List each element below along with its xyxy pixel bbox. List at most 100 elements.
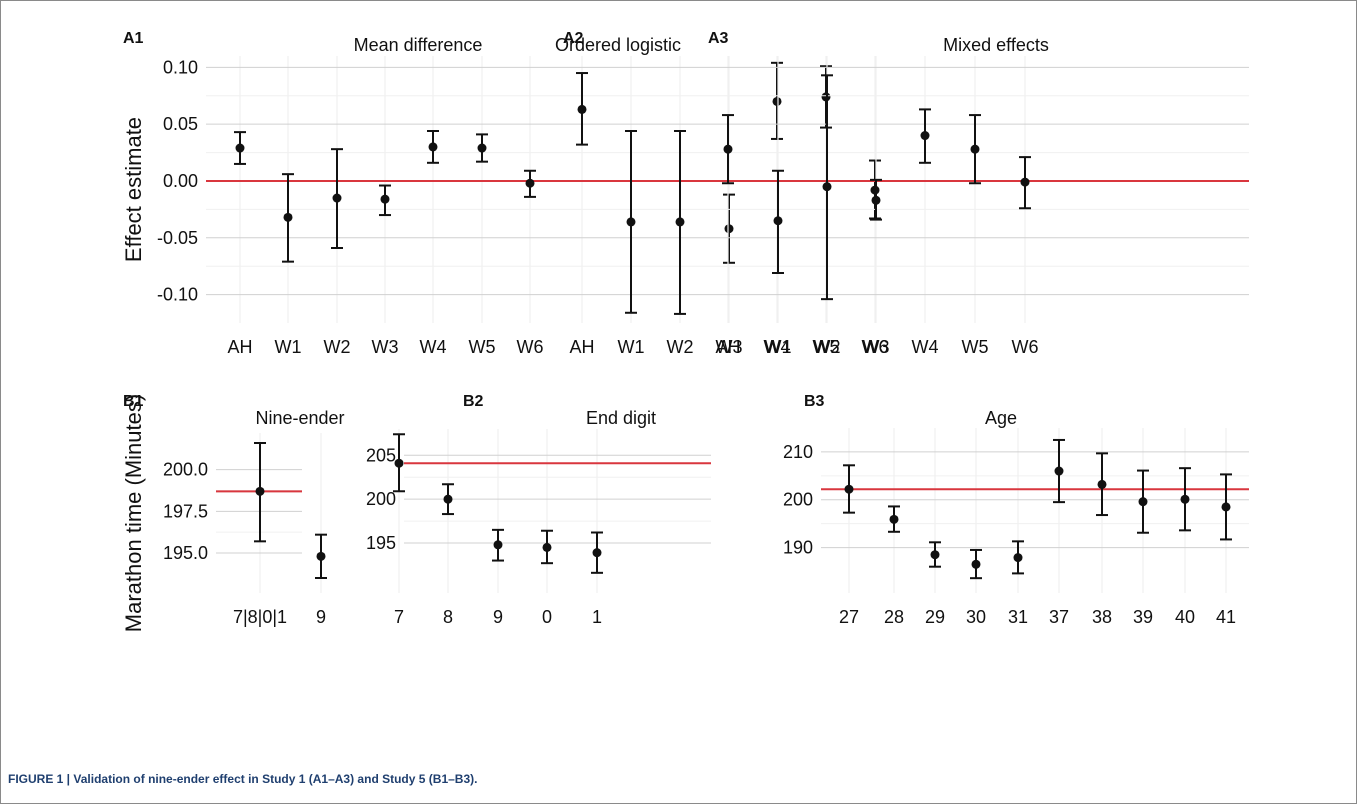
y-tick-label: 190 [783, 538, 813, 558]
panel-title: Age [985, 408, 1017, 428]
y-tick-label: 200.0 [163, 460, 208, 480]
x-tick-label: W2 [667, 337, 694, 357]
figure-canvas: -0.10 -0.05 0.00 0.05 0.10 AH W1 W2 W3 W4 W5 W6 A1 Me… [121, 30, 1249, 632]
panel-b2: 195 200 205 7 8 9 0 1 B2 End digit [366, 393, 711, 627]
caption-text: Validation of nine-ender effect in Study… [73, 772, 478, 786]
x-tick-label: W3 [372, 337, 399, 357]
x-tick-label: 40 [1175, 607, 1195, 627]
x-tick-label: AH [569, 337, 594, 357]
x-tick-label: 29 [925, 607, 945, 627]
data-point [577, 104, 587, 114]
y-tick-label: 195 [366, 533, 396, 553]
x-tick-label: W2 [324, 337, 351, 357]
data-point [493, 540, 503, 550]
data-point [477, 143, 487, 153]
panel-title: Ordered logistic [555, 35, 681, 55]
data-point [255, 486, 265, 496]
x-tick-label: W2 [814, 337, 841, 357]
x-tick-label: W6 [517, 337, 544, 357]
data-point [1221, 502, 1231, 512]
data-point [525, 178, 535, 188]
data-point [394, 458, 404, 468]
data-point [971, 559, 981, 569]
data-point [332, 193, 342, 203]
data-point [871, 195, 881, 205]
x-tick-label: W3 [863, 337, 890, 357]
y-axis-title: Effect estimate [121, 117, 146, 262]
panel-label: B1 [123, 393, 144, 410]
x-tick-label: 9 [316, 607, 326, 627]
x-tick-label: 28 [884, 607, 904, 627]
y-tick-label: 197.5 [163, 501, 208, 521]
y-tick-label: 205 [366, 445, 396, 465]
data-point [1054, 466, 1064, 476]
panel-title: Nine-ender [255, 408, 344, 428]
x-tick-label: W4 [764, 337, 791, 357]
panel-label: A1 [123, 30, 144, 47]
x-tick-label: 30 [966, 607, 986, 627]
x-tick-label: 38 [1092, 607, 1112, 627]
data-point [283, 212, 293, 222]
data-point [626, 217, 636, 227]
x-tick-label: 7 [394, 607, 404, 627]
data-point [675, 217, 685, 227]
data-point [316, 551, 326, 561]
data-point [930, 550, 940, 560]
x-tick-label: 1 [592, 607, 602, 627]
panel-b1: 195.0 197.5 200.0 7|8|0|1 9 B1 Nine-ender Marat… [121, 393, 345, 632]
x-tick-label: 8 [443, 607, 453, 627]
data-point [592, 548, 602, 558]
data-point [970, 144, 980, 154]
caption-label: FIGURE 1 | [8, 772, 71, 786]
data-point [844, 484, 854, 494]
x-tick-label: 9 [493, 607, 503, 627]
panel-label: B3 [804, 393, 825, 410]
y-tick-label: -0.05 [157, 228, 198, 248]
x-tick-label: 0 [542, 607, 552, 627]
x-tick-label: W6 [862, 337, 889, 357]
panel-b3: 190 200 210 27 28 29 30 31 37 38 39 40 41 B3 Age [783, 393, 1249, 627]
data-point [1097, 479, 1107, 489]
x-tick-label: W3 [716, 337, 743, 357]
data-point [772, 96, 782, 106]
data-point [428, 142, 438, 152]
x-tick-label: 37 [1049, 607, 1069, 627]
y-tick-label: 200 [366, 489, 396, 509]
x-tick-label: W5 [813, 337, 840, 357]
y-tick-label: 210 [783, 442, 813, 462]
y-tick-label: 0.05 [163, 114, 198, 134]
figure-caption: FIGURE 1 | Validation of nine-ender effe… [8, 772, 477, 786]
x-tick-label: W1 [275, 337, 302, 357]
data-point [443, 494, 453, 504]
y-axis-title: Marathon time (Minutes) [121, 394, 146, 632]
panel-a1: -0.10 -0.05 0.00 0.05 0.10 AH W1 W2 W3 W4 W5 W6 A1 Me… [121, 30, 561, 357]
panel-title: Mixed effects [943, 35, 1049, 55]
data-point [724, 224, 734, 234]
x-tick-label: 31 [1008, 607, 1028, 627]
data-point [235, 143, 245, 153]
x-tick-label: 27 [839, 607, 859, 627]
panel-label: A3 [708, 30, 729, 47]
x-tick-label: W6 [1012, 337, 1039, 357]
y-tick-label: 0.10 [163, 57, 198, 77]
x-tick-label: W4 [420, 337, 447, 357]
data-point [822, 182, 832, 192]
panel-label: B2 [463, 393, 484, 410]
x-tick-label: AH [715, 337, 740, 357]
data-point [723, 144, 733, 154]
x-tick-label: W1 [618, 337, 645, 357]
y-tick-label: 195.0 [163, 543, 208, 563]
data-point [889, 514, 899, 524]
data-point [1138, 497, 1148, 507]
y-tick-label: 200 [783, 490, 813, 510]
data-point [1020, 177, 1030, 187]
x-tick-label: W5 [962, 337, 989, 357]
data-point [542, 542, 552, 552]
x-tick-label: 41 [1216, 607, 1236, 627]
y-tick-label: -0.10 [157, 285, 198, 305]
x-tick-label: W4 [912, 337, 939, 357]
x-tick-label: 39 [1133, 607, 1153, 627]
y-tick-label: 0.00 [163, 171, 198, 191]
